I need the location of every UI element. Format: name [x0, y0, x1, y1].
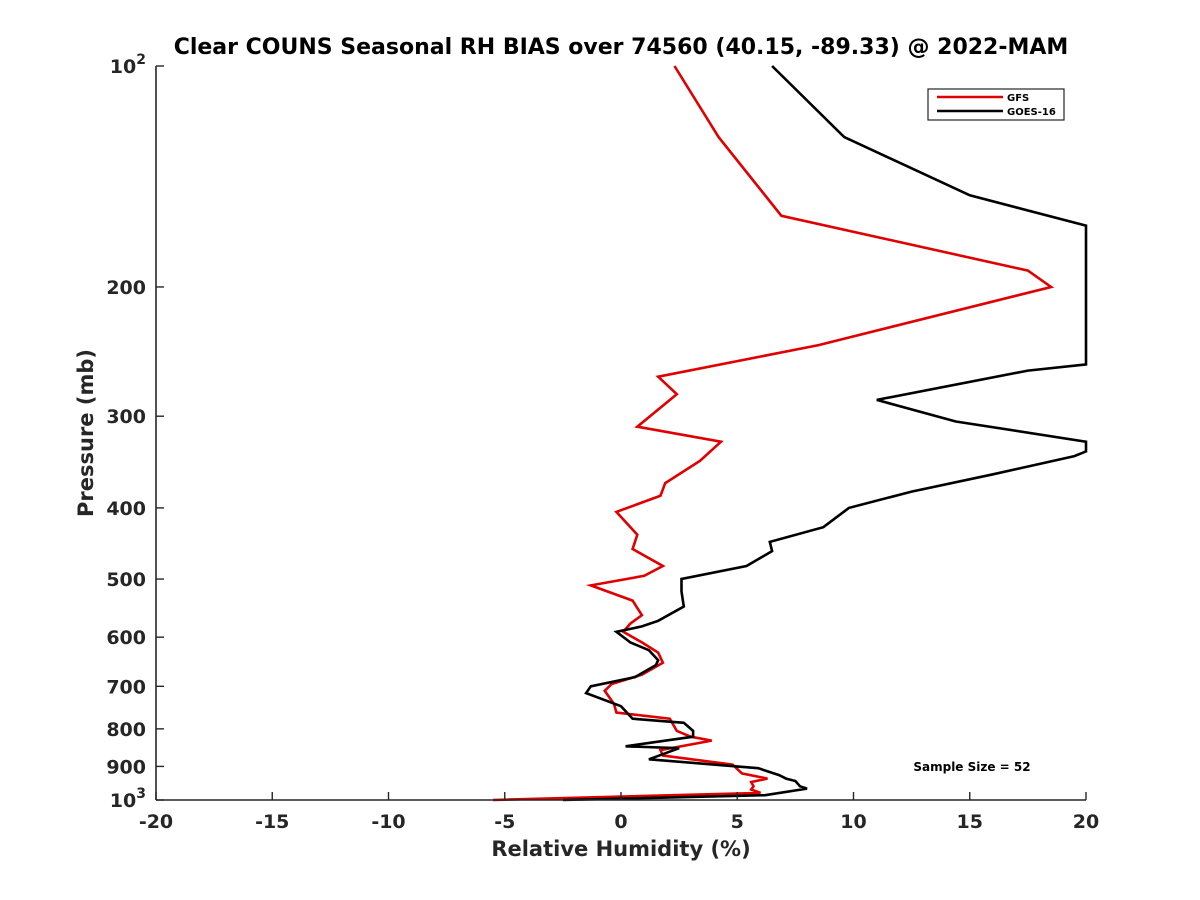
y-tick-label: 700: [106, 676, 146, 698]
chart-title: Clear COUNS Seasonal RH BIAS over 74560 …: [174, 35, 1069, 60]
x-tick-label: 0: [614, 811, 627, 833]
y-tick-label: 500: [106, 569, 146, 591]
x-tick-label: 15: [957, 811, 983, 833]
x-tick-label: -15: [255, 811, 289, 833]
x-tick-label: -5: [494, 811, 515, 833]
y-tick-label: 300: [106, 406, 146, 428]
x-tick-label: -10: [371, 811, 405, 833]
series-layer: [493, 65, 1088, 802]
y-tick-label: 900: [106, 756, 146, 778]
legend-label-goes-16: GOES-16: [1007, 107, 1056, 118]
legend-label-gfs: GFS: [1007, 93, 1029, 104]
y-tick-label: 200: [106, 277, 146, 299]
axes-background: [156, 66, 1086, 800]
x-tick-label: 20: [1073, 811, 1099, 833]
legend-box: [927, 88, 1065, 121]
x-tick-label: 10: [840, 811, 866, 833]
y-tick-label: 800: [106, 719, 146, 741]
series-line-gfs: [493, 65, 1055, 802]
sample-size-note: Sample Size = 52: [913, 760, 1030, 774]
y-tick-label: 400: [106, 498, 146, 520]
x-ticks: -20 -15 -10 -5 0 5 10 15 20: [139, 792, 1099, 833]
y-tick-label: 600: [106, 627, 146, 649]
x-tick-label: 5: [731, 811, 744, 833]
x-axis-label: Relative Humidity (%): [491, 837, 750, 861]
series-line-goes-16: [562, 65, 1088, 802]
plot-area: -20 -15 -10 -5 0 5 10 15 20 10220030040050060070…: [106, 52, 1099, 833]
legend: GFS GOES-16: [927, 88, 1065, 121]
x-tick-label: -20: [139, 811, 173, 833]
y-axis-label: Pressure (mb): [74, 349, 98, 517]
